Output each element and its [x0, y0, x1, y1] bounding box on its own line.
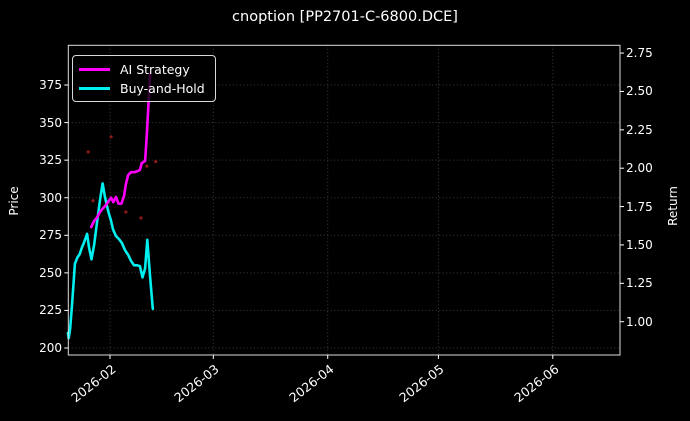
- legend-swatch-cyan-line: [79, 87, 110, 90]
- y-tick-label-price: 325: [39, 153, 62, 168]
- y-tick-label-return: 1.25: [626, 276, 653, 291]
- y-tick-label-price: 350: [39, 115, 62, 130]
- signal-dot: [86, 150, 90, 154]
- legend-swatch-magenta-line: [79, 68, 110, 71]
- legend-label-buy-and-hold: Buy-and-Hold: [120, 81, 205, 96]
- y-tick-label-price: 275: [39, 228, 62, 243]
- signal-dot: [91, 199, 95, 203]
- y-tick-label-price: 300: [39, 190, 62, 205]
- series-line-ai-strategy: [89, 71, 152, 229]
- legend: AI Strategy Buy-and-Hold: [72, 55, 216, 102]
- signal-dot: [109, 135, 113, 139]
- axes-spines: [67, 44, 621, 356]
- signal-dot: [124, 210, 128, 214]
- y-tick-label-return: 2.50: [626, 84, 653, 99]
- y-tick-label-price: 250: [39, 265, 62, 280]
- y-tick-label-return: 1.00: [626, 314, 653, 329]
- y-tick-label-price: 200: [39, 341, 62, 355]
- y-tick-label-return: 1.50: [626, 237, 653, 252]
- y-tick-label-return: 2.25: [626, 122, 653, 137]
- chart-title: cnoption [PP2701-C-6800.DCE]: [232, 9, 458, 25]
- legend-item-buy-and-hold: Buy-and-Hold: [79, 80, 207, 97]
- y-tick-label-price: 375: [39, 78, 62, 92]
- signal-dot: [154, 160, 158, 164]
- legend-label-ai-strategy: AI Strategy: [120, 62, 190, 77]
- signal-dot: [139, 216, 143, 220]
- y-tick-label-return: 1.75: [626, 199, 653, 214]
- y-tick-label-return: 2.75: [626, 46, 653, 61]
- legend-item-ai-strategy: AI Strategy: [79, 61, 207, 78]
- signal-dot: [145, 164, 149, 168]
- y-tick-label-price: 225: [39, 303, 62, 318]
- y-tick-label-return: 2.00: [626, 161, 653, 176]
